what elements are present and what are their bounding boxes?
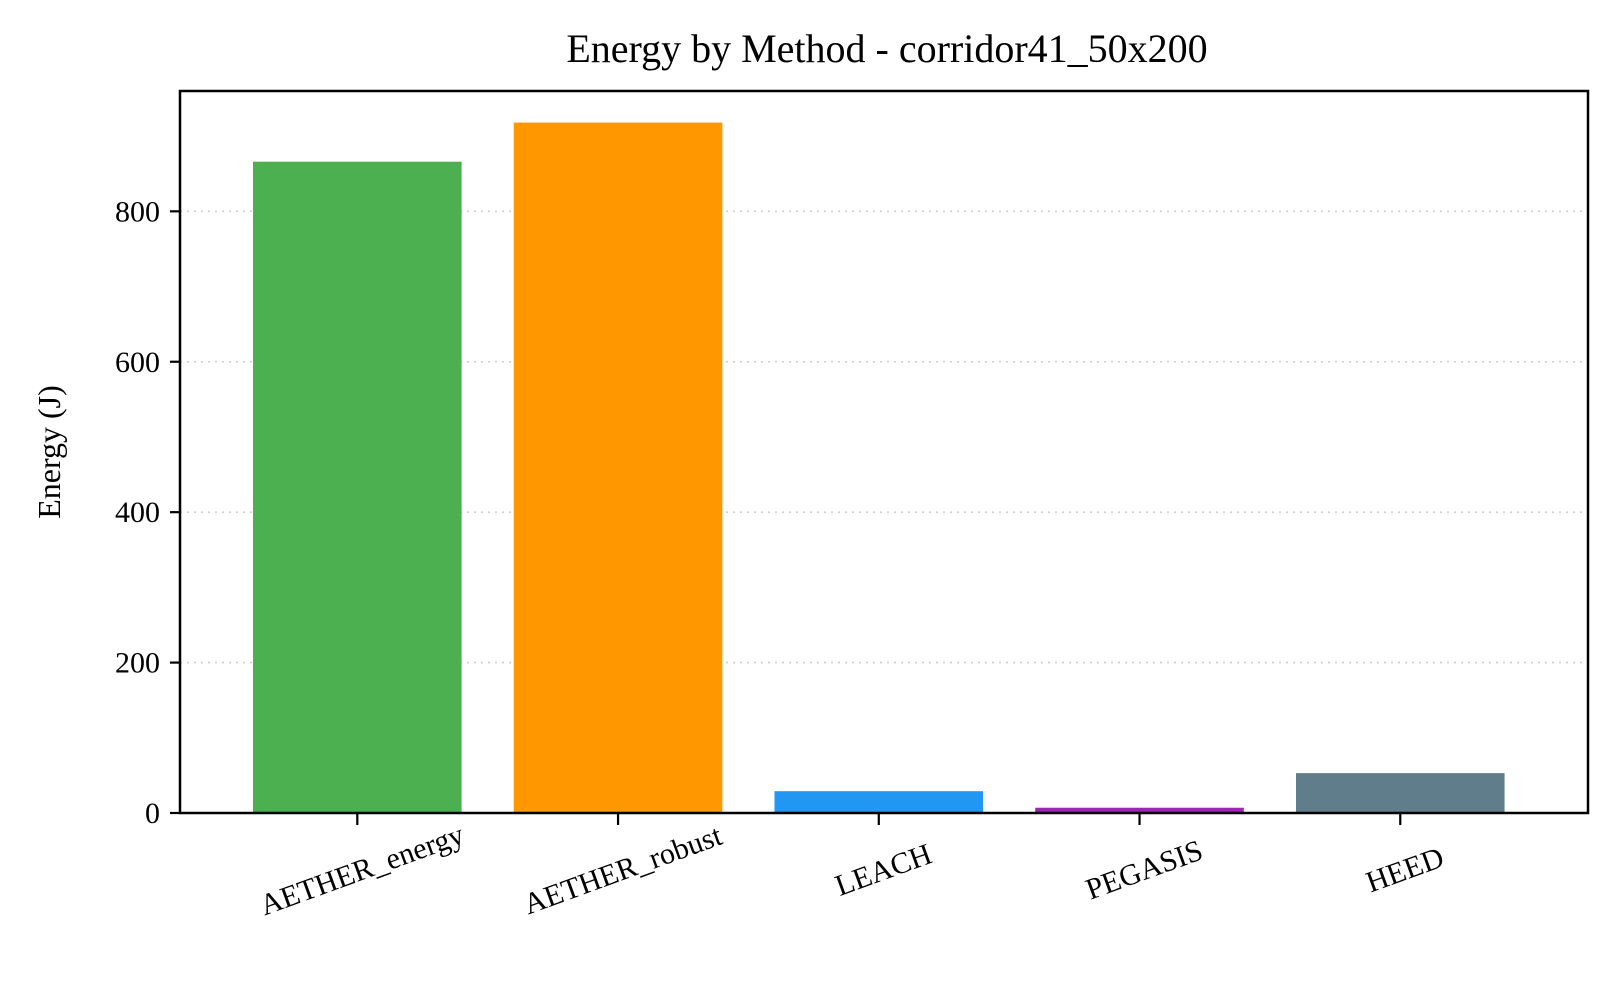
y-tick-label: 0 [145,797,160,830]
bar-aether-energy [253,161,462,814]
y-axis: 0 200 400 600 800 [115,195,180,830]
chart-title: Energy by Method - corridor41_50x200 [566,26,1207,71]
y-tick-label: 600 [115,346,160,379]
y-tick-label: 800 [115,195,160,228]
y-tick-label: 400 [115,496,160,529]
bar-aether-robust [513,122,723,813]
bars [253,122,1505,814]
bar-pegasis [1035,807,1244,813]
y-axis-label: Energy (J) [31,385,67,519]
bar-heed [1295,773,1505,813]
y-tick-label: 200 [115,647,160,680]
x-tick-label: AETHER_energy [256,818,469,922]
x-axis: AETHER_energy AETHER_robust LEACH PEGASIS HE… [256,813,1448,922]
x-tick-label: PEGASIS [1081,834,1207,907]
x-tick-label: HEED [1362,841,1448,899]
x-tick-label: AETHER_robust [519,819,727,921]
bar-leach [774,791,984,813]
x-tick-label: LEACH [831,837,936,902]
plot-frame [178,89,1590,815]
